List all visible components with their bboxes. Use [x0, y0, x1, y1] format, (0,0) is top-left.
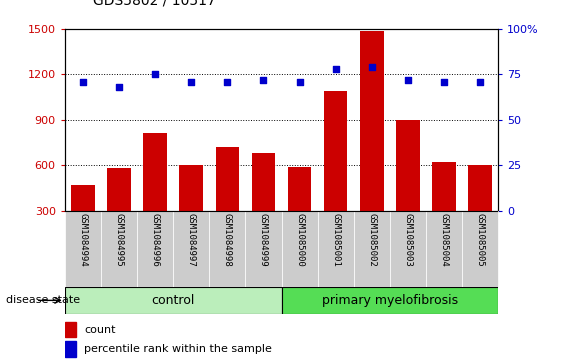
Bar	[318, 211, 354, 287]
Bar	[396, 120, 419, 211]
Text: GSM1085005: GSM1085005	[476, 213, 485, 266]
Point	[187, 79, 196, 85]
Text: control: control	[151, 294, 195, 307]
Text: GDS5802 / 10517: GDS5802 / 10517	[93, 0, 216, 7]
Bar	[65, 211, 101, 287]
Bar	[360, 30, 383, 211]
Point	[150, 72, 159, 77]
Bar	[180, 165, 203, 211]
Bar	[101, 211, 137, 287]
Bar	[282, 287, 498, 314]
Point	[331, 66, 340, 72]
Text: disease state: disease state	[6, 295, 80, 305]
Bar	[354, 211, 390, 287]
Point	[440, 79, 449, 85]
Point	[404, 77, 413, 83]
Text: GSM1084995: GSM1084995	[114, 213, 123, 266]
Bar	[462, 211, 498, 287]
Bar	[390, 211, 426, 287]
Text: percentile rank within the sample: percentile rank within the sample	[84, 344, 272, 354]
Point	[114, 84, 123, 90]
Bar	[432, 162, 456, 211]
Text: count: count	[84, 325, 116, 335]
Bar	[137, 211, 173, 287]
Bar	[468, 165, 492, 211]
Bar	[65, 341, 75, 356]
Text: GSM1085001: GSM1085001	[331, 213, 340, 266]
Point	[367, 64, 376, 70]
Bar	[245, 211, 282, 287]
Point	[259, 77, 268, 83]
Bar	[173, 211, 209, 287]
Text: GSM1084999: GSM1084999	[259, 213, 268, 266]
Text: GSM1084998: GSM1084998	[223, 213, 232, 266]
Point	[78, 79, 87, 85]
Bar	[107, 168, 131, 211]
Text: GSM1085002: GSM1085002	[367, 213, 376, 266]
Bar	[288, 167, 311, 211]
Text: GSM1084996: GSM1084996	[150, 213, 159, 266]
Bar	[324, 91, 347, 211]
Bar	[209, 211, 245, 287]
Bar	[426, 211, 462, 287]
Bar	[144, 133, 167, 211]
Text: GSM1084997: GSM1084997	[187, 213, 196, 266]
Text: primary myelofibrosis: primary myelofibrosis	[322, 294, 458, 307]
Bar	[71, 185, 95, 211]
Point	[223, 79, 232, 85]
Text: GSM1085003: GSM1085003	[404, 213, 413, 266]
Bar	[216, 147, 239, 211]
Bar	[65, 287, 282, 314]
Point	[295, 79, 304, 85]
Text: GSM1085004: GSM1085004	[440, 213, 449, 266]
Bar	[65, 322, 75, 338]
Bar	[252, 153, 275, 211]
Point	[476, 79, 485, 85]
Text: GSM1085000: GSM1085000	[295, 213, 304, 266]
Bar	[282, 211, 318, 287]
Text: GSM1084994: GSM1084994	[78, 213, 87, 266]
